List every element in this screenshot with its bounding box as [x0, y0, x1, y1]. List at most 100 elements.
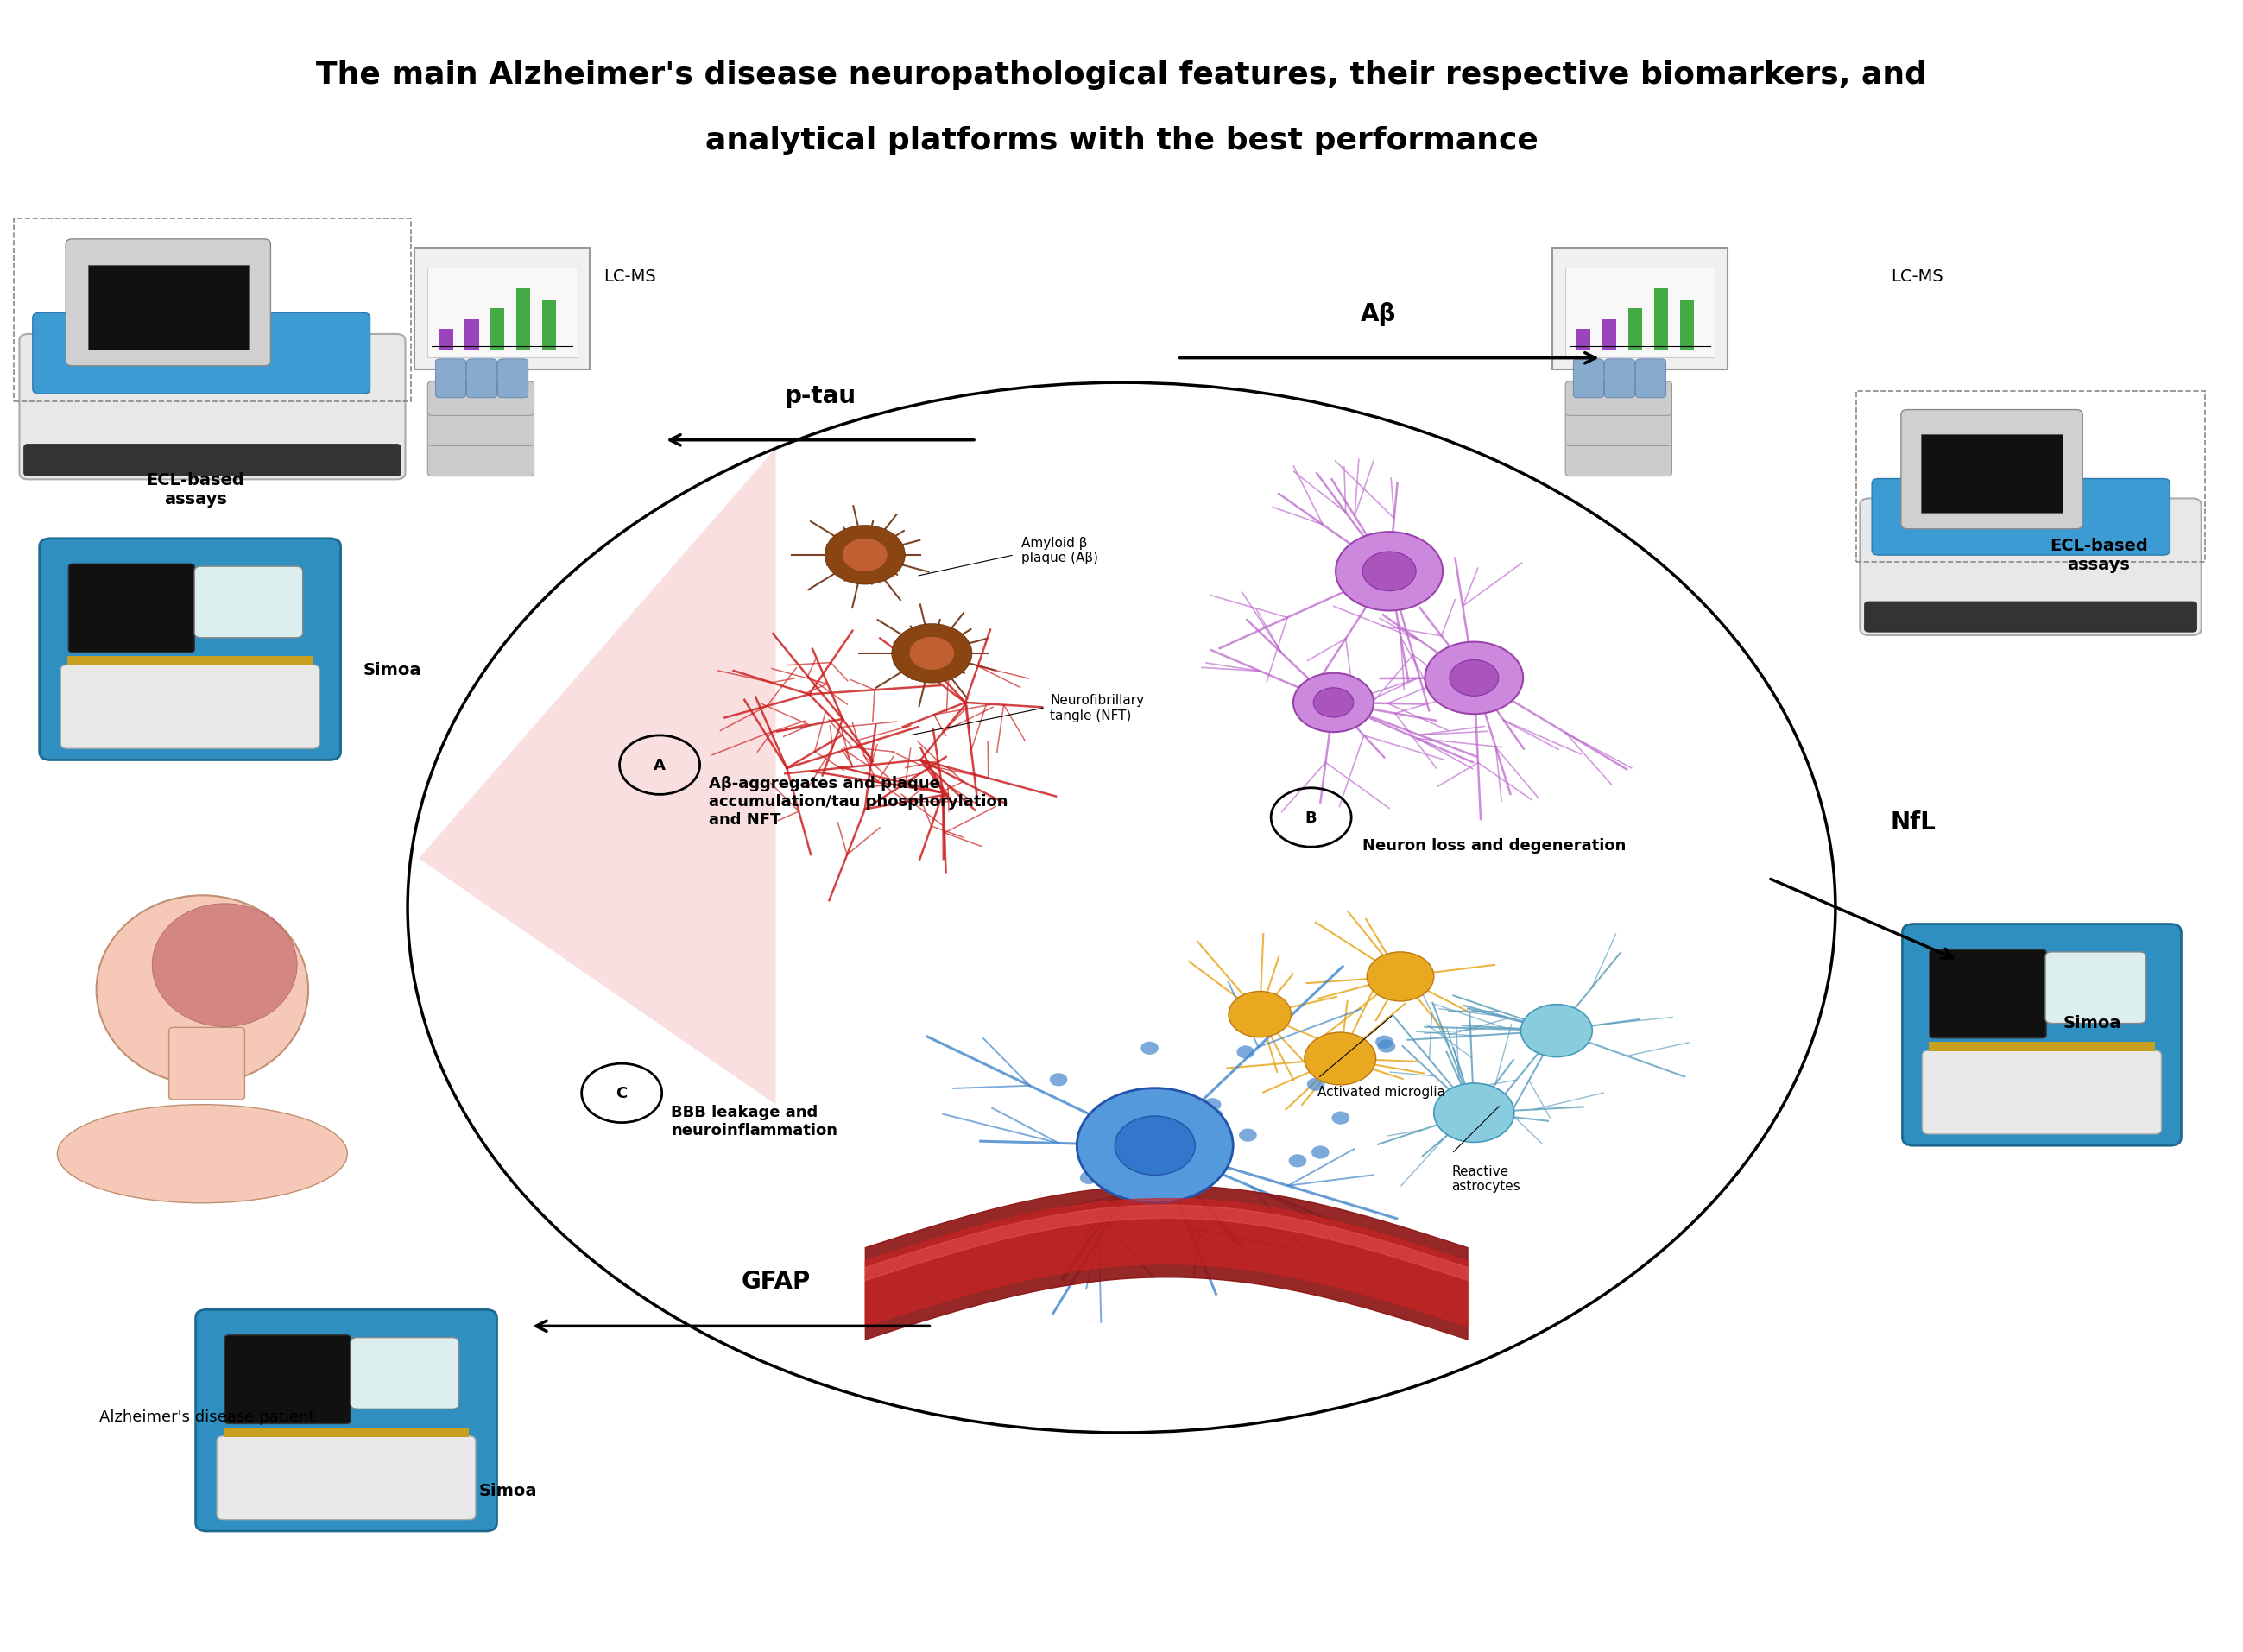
- FancyBboxPatch shape: [1552, 249, 1727, 370]
- Text: Aβ: Aβ: [1359, 302, 1395, 325]
- Circle shape: [1294, 674, 1373, 732]
- FancyBboxPatch shape: [1859, 499, 2200, 636]
- Bar: [543, 301, 556, 350]
- Circle shape: [1079, 1171, 1097, 1184]
- Circle shape: [1375, 1036, 1393, 1049]
- FancyBboxPatch shape: [65, 240, 271, 367]
- Text: NfL: NfL: [1891, 809, 1936, 834]
- Circle shape: [1238, 1128, 1256, 1142]
- Circle shape: [1305, 1032, 1375, 1085]
- Circle shape: [1362, 552, 1415, 591]
- FancyBboxPatch shape: [428, 382, 534, 416]
- Circle shape: [843, 539, 888, 572]
- FancyBboxPatch shape: [350, 1338, 460, 1409]
- Bar: [1628, 309, 1642, 350]
- Polygon shape: [419, 449, 776, 1105]
- Circle shape: [1202, 1099, 1220, 1112]
- Text: LC-MS: LC-MS: [1891, 268, 1945, 284]
- Circle shape: [1521, 1004, 1593, 1057]
- FancyBboxPatch shape: [467, 360, 498, 398]
- FancyBboxPatch shape: [70, 565, 195, 653]
- Text: Simoa: Simoa: [363, 662, 422, 679]
- FancyBboxPatch shape: [1566, 413, 1671, 446]
- Circle shape: [1424, 643, 1523, 714]
- Circle shape: [1229, 991, 1292, 1037]
- Text: ECL-based
assays: ECL-based assays: [2050, 537, 2149, 573]
- Text: Activated microglia: Activated microglia: [1319, 1085, 1444, 1099]
- Text: C: C: [617, 1085, 628, 1102]
- FancyBboxPatch shape: [1566, 382, 1671, 416]
- FancyBboxPatch shape: [1922, 434, 2064, 514]
- FancyBboxPatch shape: [168, 1028, 244, 1100]
- Text: ECL-based
assays: ECL-based assays: [146, 472, 244, 507]
- Bar: [1680, 301, 1693, 350]
- Bar: [464, 320, 478, 350]
- FancyBboxPatch shape: [1572, 360, 1604, 398]
- FancyBboxPatch shape: [1566, 443, 1671, 477]
- FancyBboxPatch shape: [1635, 360, 1667, 398]
- FancyBboxPatch shape: [25, 444, 401, 477]
- Bar: [1929, 1042, 2156, 1052]
- FancyBboxPatch shape: [1929, 950, 2046, 1039]
- Circle shape: [1433, 1084, 1514, 1143]
- FancyBboxPatch shape: [1864, 601, 2196, 633]
- FancyBboxPatch shape: [20, 335, 406, 481]
- Bar: [1602, 320, 1617, 350]
- Bar: [1653, 289, 1669, 350]
- Circle shape: [1314, 689, 1353, 717]
- Circle shape: [1332, 1112, 1350, 1125]
- Circle shape: [911, 638, 953, 671]
- Text: A: A: [653, 758, 666, 773]
- Text: BBB leakage and
neuroinflammation: BBB leakage and neuroinflammation: [671, 1105, 837, 1138]
- Text: Alzheimer's disease patient: Alzheimer's disease patient: [99, 1409, 314, 1424]
- Ellipse shape: [153, 904, 296, 1028]
- FancyBboxPatch shape: [61, 666, 319, 748]
- FancyBboxPatch shape: [34, 314, 370, 395]
- FancyBboxPatch shape: [195, 567, 303, 638]
- Circle shape: [1144, 1151, 1162, 1165]
- Circle shape: [1050, 1074, 1068, 1087]
- Bar: [440, 330, 453, 350]
- Text: Aβ-aggregates and plaque
accumulation/tau phosphorylation
and NFT: Aβ-aggregates and plaque accumulation/ta…: [709, 776, 1007, 828]
- FancyBboxPatch shape: [40, 539, 341, 760]
- FancyBboxPatch shape: [426, 268, 576, 358]
- Circle shape: [1449, 661, 1498, 697]
- FancyBboxPatch shape: [1604, 360, 1635, 398]
- FancyBboxPatch shape: [1902, 925, 2180, 1146]
- Text: analytical platforms with the best performance: analytical platforms with the best perfo…: [704, 126, 1539, 155]
- Bar: [1577, 330, 1590, 350]
- FancyBboxPatch shape: [435, 360, 467, 398]
- FancyBboxPatch shape: [498, 360, 527, 398]
- FancyBboxPatch shape: [1566, 268, 1716, 358]
- Text: GFAP: GFAP: [740, 1269, 810, 1294]
- Bar: [516, 289, 529, 350]
- Bar: [67, 657, 312, 666]
- Circle shape: [1236, 1046, 1254, 1059]
- Text: B: B: [1305, 809, 1317, 826]
- Circle shape: [1335, 532, 1442, 611]
- FancyBboxPatch shape: [1922, 1051, 2162, 1135]
- Circle shape: [1153, 1125, 1171, 1138]
- Text: LC-MS: LC-MS: [603, 268, 657, 284]
- Text: Neurofibrillary
tangle (NFT): Neurofibrillary tangle (NFT): [1050, 694, 1144, 722]
- Text: p-tau: p-tau: [785, 383, 857, 408]
- FancyBboxPatch shape: [428, 413, 534, 446]
- FancyBboxPatch shape: [415, 249, 590, 370]
- Ellipse shape: [96, 895, 307, 1084]
- Circle shape: [1312, 1146, 1330, 1160]
- Text: Simoa: Simoa: [478, 1482, 536, 1498]
- Bar: [1855, 392, 2205, 563]
- Text: Simoa: Simoa: [2064, 1014, 2122, 1031]
- Circle shape: [893, 624, 971, 684]
- Circle shape: [1366, 952, 1433, 1001]
- FancyBboxPatch shape: [2046, 952, 2147, 1024]
- Circle shape: [825, 525, 906, 585]
- Text: Reactive
astrocytes: Reactive astrocytes: [1451, 1165, 1521, 1193]
- Text: The main Alzheimer's disease neuropathological features, their respective biomar: The main Alzheimer's disease neuropathol…: [316, 59, 1927, 89]
- FancyBboxPatch shape: [218, 1436, 476, 1520]
- Text: Amyloid β
plaque (Aβ): Amyloid β plaque (Aβ): [1021, 537, 1097, 565]
- Circle shape: [1099, 1145, 1117, 1158]
- FancyBboxPatch shape: [224, 1335, 350, 1424]
- FancyBboxPatch shape: [1873, 479, 2169, 555]
- Circle shape: [1377, 1039, 1395, 1052]
